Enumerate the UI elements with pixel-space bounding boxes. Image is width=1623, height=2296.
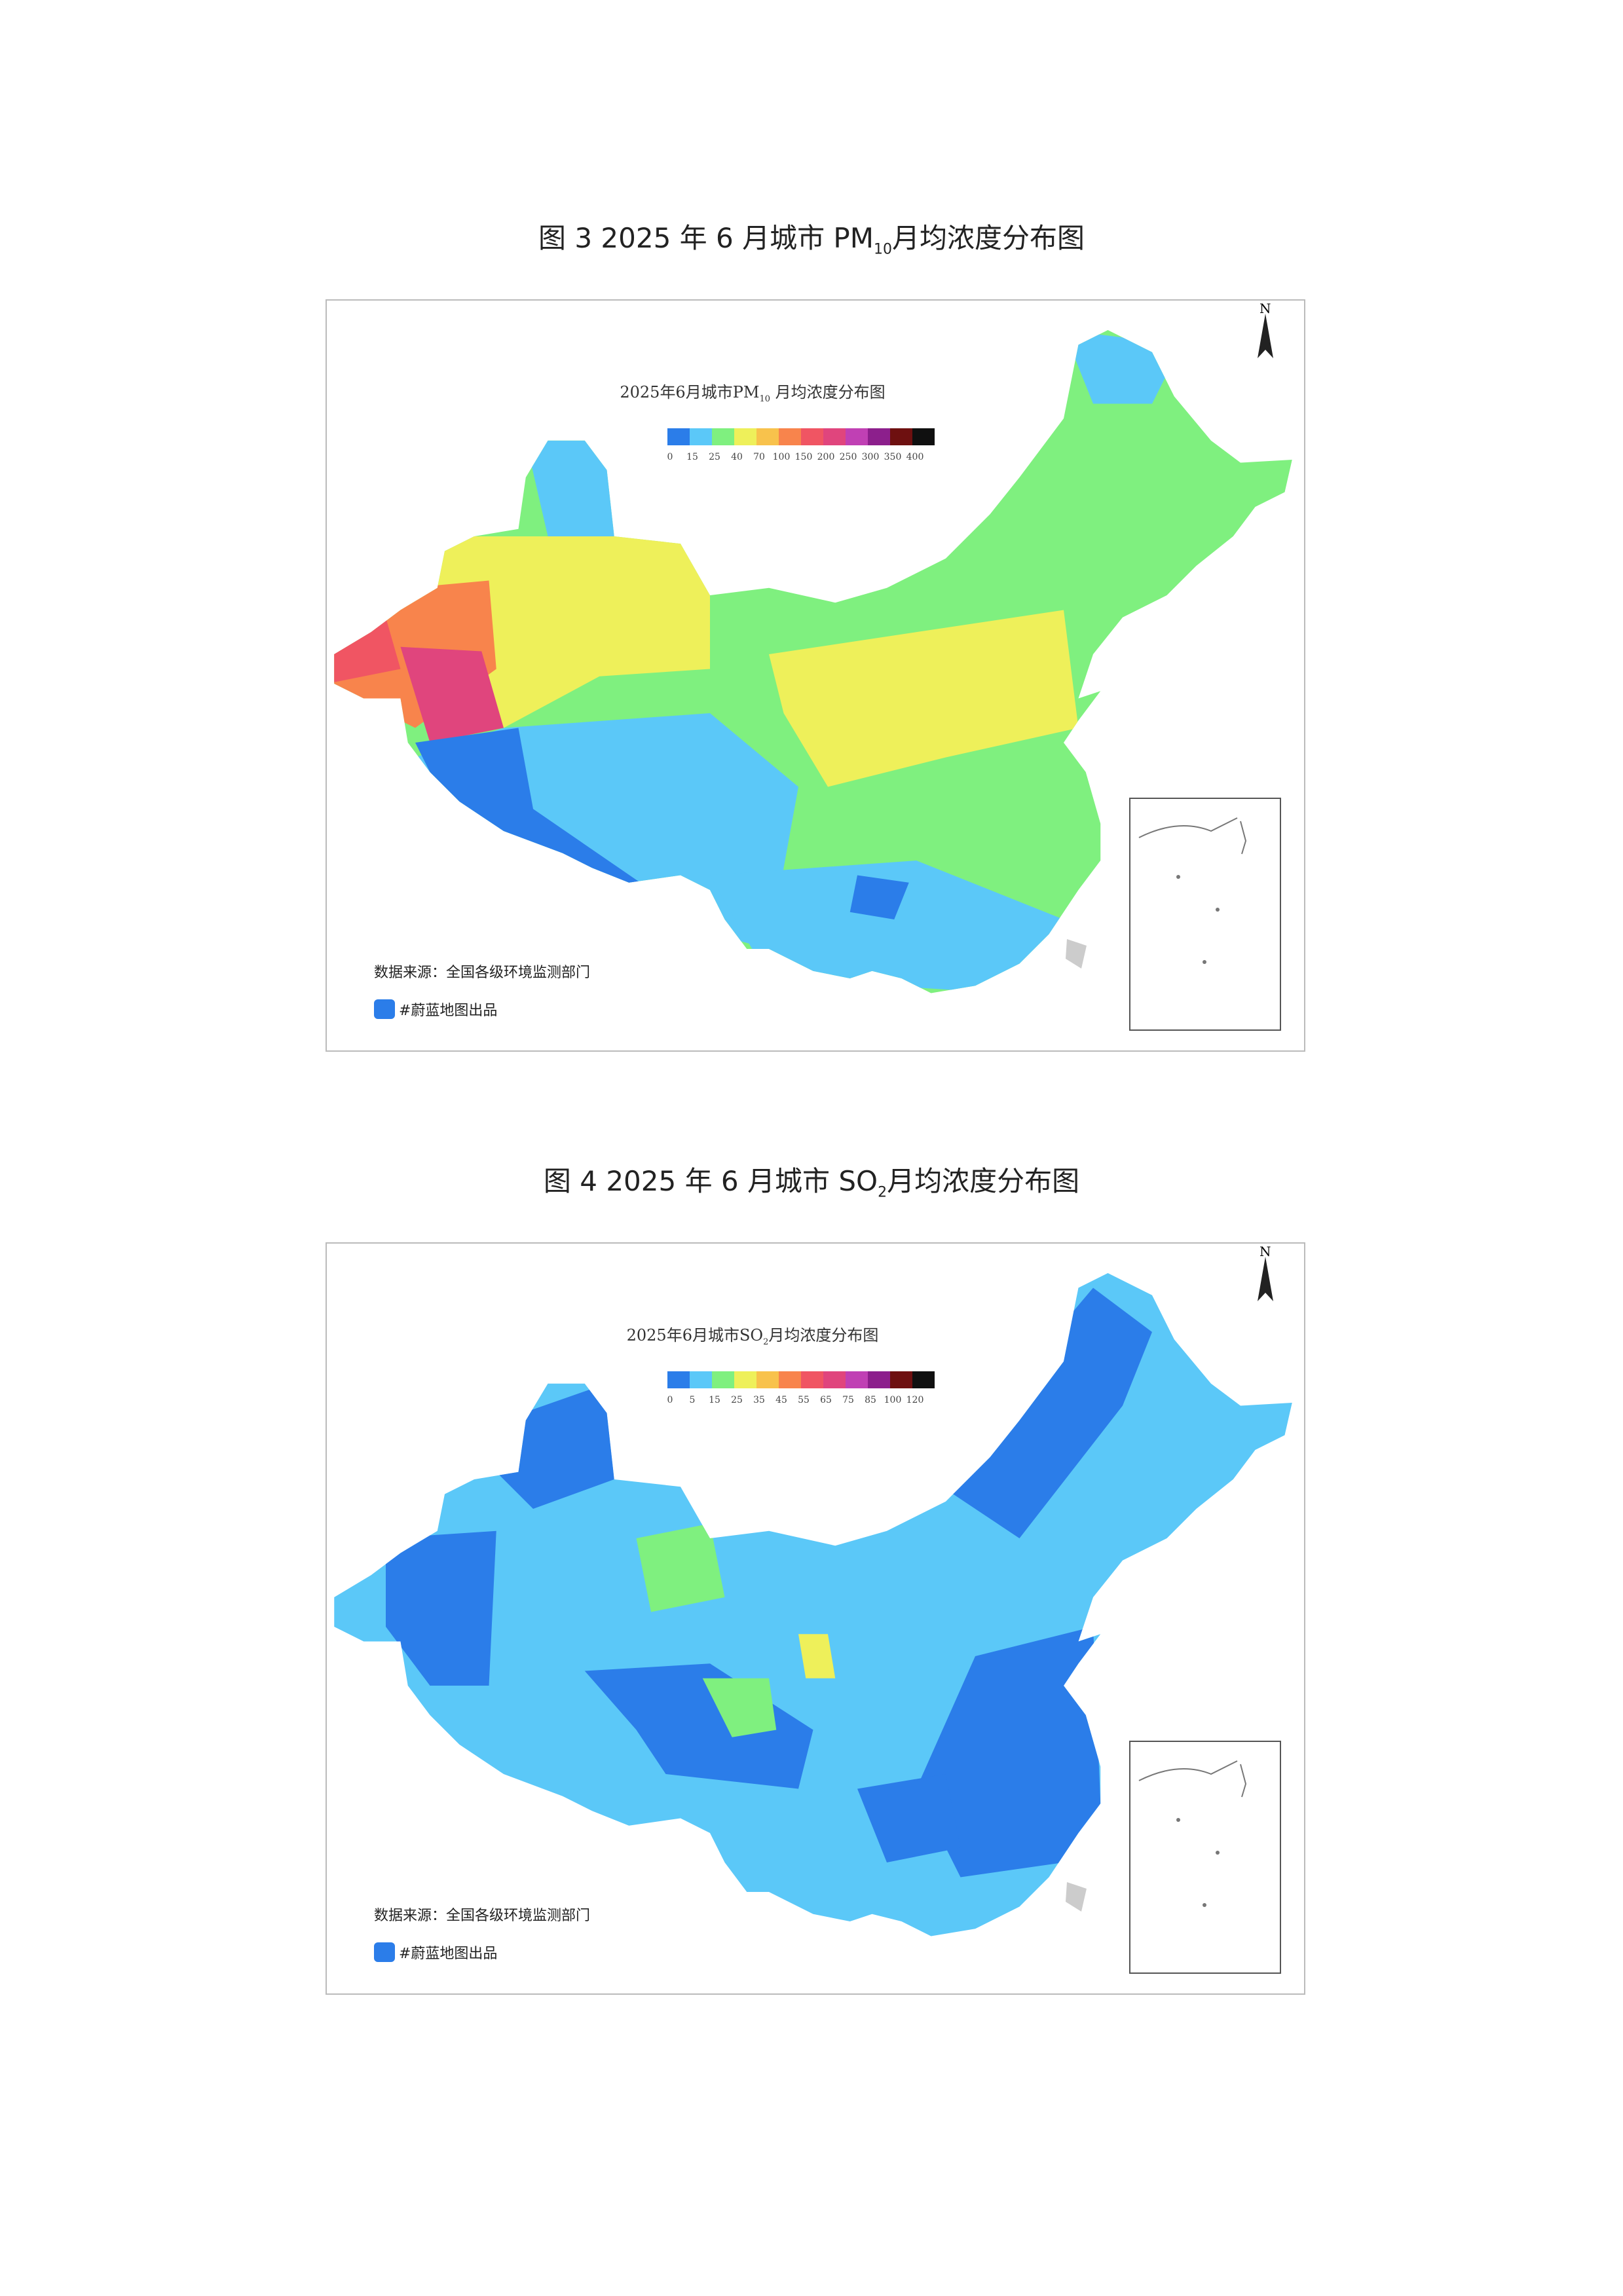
credit-text: #蔚蓝地图出品 bbox=[399, 1003, 498, 1019]
legend-label: 250 bbox=[839, 452, 857, 462]
map-title-subscript: 10 bbox=[759, 394, 770, 404]
legend-swatch bbox=[690, 1371, 712, 1388]
legend-label: 150 bbox=[794, 452, 813, 462]
map-title-subscript: 2 bbox=[763, 1337, 769, 1347]
legend-swatch bbox=[734, 1371, 756, 1388]
map-title-text: 月均浓度分布图 bbox=[768, 1326, 879, 1344]
credit-icon bbox=[374, 999, 395, 1019]
legend-label: 15 bbox=[709, 1395, 720, 1405]
caption-subscript: 2 bbox=[878, 1184, 887, 1201]
legend-swatch bbox=[779, 428, 801, 445]
credit-text: #蔚蓝地图出品 bbox=[399, 1946, 498, 1962]
legend-swatch bbox=[712, 1371, 734, 1388]
legend-label: 35 bbox=[753, 1395, 765, 1405]
legend-swatch bbox=[890, 1371, 912, 1388]
legend-swatch bbox=[868, 428, 890, 445]
legend-swatch bbox=[846, 1371, 868, 1388]
north-arrow-label: N bbox=[1259, 301, 1271, 316]
legend-label: 0 bbox=[667, 452, 673, 462]
caption-text: 月均浓度分布图 bbox=[887, 1165, 1080, 1197]
legend-swatch bbox=[801, 1371, 823, 1388]
map-title-text: 月均浓度分布图 bbox=[770, 383, 886, 401]
legend-swatch bbox=[779, 1371, 801, 1388]
caption-text: 图 3 2025 年 6 月城市 PM bbox=[538, 222, 874, 254]
legend-swatch bbox=[734, 428, 756, 445]
legend-label: 200 bbox=[817, 452, 835, 462]
legend-swatch bbox=[801, 428, 823, 445]
source-note: 数据来源：全国各级环境监测部门 bbox=[374, 965, 591, 981]
china-map bbox=[334, 1273, 1292, 1936]
caption-text: 图 4 2025 年 6 月城市 SO bbox=[543, 1165, 878, 1197]
legend-label: 120 bbox=[906, 1395, 924, 1405]
map-frame: N 2025年6月城市SO2月均浓度分布图 0 5 15 25 35 45 55 65 75 85… bbox=[326, 1242, 1305, 1995]
legend-label: 40 bbox=[731, 452, 743, 462]
legend-swatch bbox=[690, 428, 712, 445]
caption-subscript: 10 bbox=[873, 241, 892, 258]
figure-caption: 图 4 2025 年 6 月城市 SO2月均浓度分布图 bbox=[0, 1159, 1623, 1200]
credit-icon bbox=[374, 1942, 395, 1962]
legend-label: 350 bbox=[884, 452, 902, 462]
legend-swatch bbox=[868, 1371, 890, 1388]
legend-swatch bbox=[912, 428, 935, 445]
map bbox=[334, 1257, 1292, 1974]
legend-label: 300 bbox=[861, 452, 880, 462]
legend-swatch bbox=[823, 428, 846, 445]
credit: #蔚蓝地图出品 bbox=[374, 999, 497, 1020]
legend-swatch bbox=[823, 1371, 846, 1388]
legend-label: 100 bbox=[884, 1395, 902, 1405]
legend: 0 15 25 40 70 100 150 200 250 300 350 400 bbox=[667, 428, 936, 468]
legend-label: 85 bbox=[865, 1395, 876, 1405]
legend-swatch bbox=[846, 428, 868, 445]
map-title-text: 2025年6月城市PM bbox=[620, 383, 760, 401]
china-map bbox=[334, 330, 1292, 993]
map bbox=[334, 314, 1292, 1031]
legend-label: 5 bbox=[689, 1395, 696, 1405]
map-title: 2025年6月城市PM10 月均浓度分布图 bbox=[327, 379, 1178, 404]
map-title: 2025年6月城市SO2月均浓度分布图 bbox=[327, 1322, 1178, 1347]
legend-swatch bbox=[756, 1371, 779, 1388]
legend-label: 25 bbox=[731, 1395, 743, 1405]
map-frame: N 2025年6月城市PM10 月均浓度分布图 0 15 25 40 70 100 150 2… bbox=[326, 299, 1305, 1052]
legend-label: 0 bbox=[667, 1395, 673, 1405]
legend-swatch bbox=[912, 1371, 935, 1388]
legend-swatch bbox=[667, 1371, 690, 1388]
legend-label: 25 bbox=[709, 452, 720, 462]
caption-text: 月均浓度分布图 bbox=[891, 222, 1085, 254]
north-arrow-label: N bbox=[1259, 1244, 1271, 1259]
legend-label: 100 bbox=[772, 452, 791, 462]
legend-label: 15 bbox=[686, 452, 698, 462]
legend-swatch bbox=[756, 428, 779, 445]
figure-caption: 图 3 2025 年 6 月城市 PM10月均浓度分布图 bbox=[0, 216, 1623, 257]
legend-label: 75 bbox=[842, 1395, 854, 1405]
legend-label: 70 bbox=[753, 452, 765, 462]
legend-swatch bbox=[890, 428, 912, 445]
credit: #蔚蓝地图出品 bbox=[374, 1942, 497, 1963]
legend-swatch bbox=[712, 428, 734, 445]
legend-label: 55 bbox=[798, 1395, 810, 1405]
source-note: 数据来源：全国各级环境监测部门 bbox=[374, 1908, 591, 1924]
legend-label: 400 bbox=[906, 452, 924, 462]
legend-swatch bbox=[667, 428, 690, 445]
legend-label: 65 bbox=[820, 1395, 832, 1405]
legend-label: 45 bbox=[775, 1395, 787, 1405]
legend: 0 5 15 25 35 45 55 65 75 85 100 120 bbox=[667, 1371, 936, 1411]
map-title-text: 2025年6月城市SO bbox=[626, 1326, 764, 1344]
